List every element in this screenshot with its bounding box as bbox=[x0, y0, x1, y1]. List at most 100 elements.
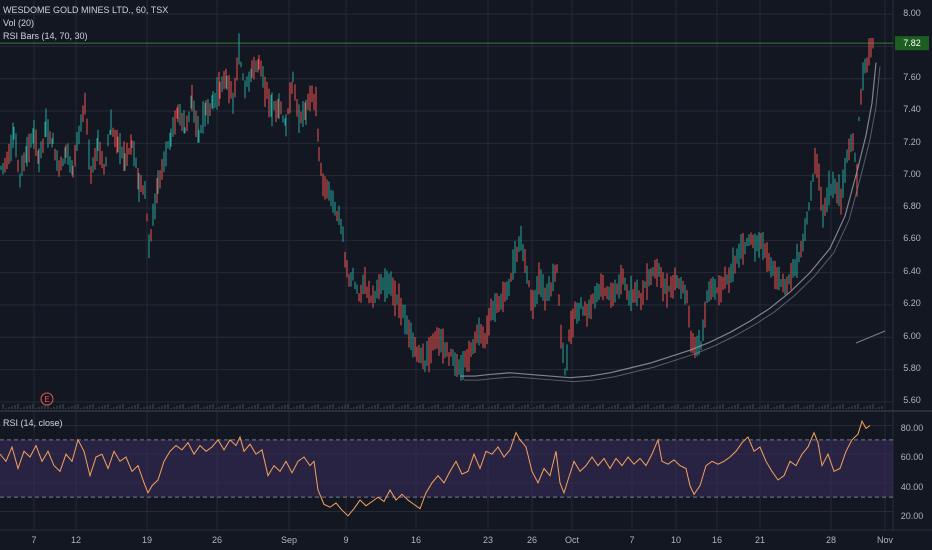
volume-bar bbox=[227, 404, 229, 409]
volume-bar bbox=[701, 406, 703, 409]
rsi-line bbox=[0, 419, 871, 517]
volume-bar bbox=[539, 405, 541, 409]
volume-bar bbox=[29, 405, 31, 409]
volume-bar bbox=[770, 408, 772, 409]
x-tick-label: 26 bbox=[527, 535, 537, 545]
volume-bar bbox=[590, 408, 592, 409]
volume-bar bbox=[446, 406, 448, 409]
price-tick-label: 6.80 bbox=[903, 201, 921, 211]
volume-bar bbox=[752, 404, 754, 409]
volume-bar bbox=[332, 404, 334, 409]
volume-bar bbox=[359, 405, 361, 409]
volume-bar bbox=[161, 406, 163, 409]
volume-bar bbox=[380, 408, 382, 409]
volume-bar bbox=[269, 405, 271, 409]
volume-bar bbox=[740, 408, 742, 409]
volume-bar bbox=[395, 408, 397, 409]
volume-bar bbox=[794, 405, 796, 409]
volume-bar bbox=[722, 404, 724, 409]
volume-bar bbox=[833, 407, 835, 409]
volume-bar bbox=[857, 404, 859, 409]
volume-bar bbox=[266, 406, 268, 409]
volume-bar bbox=[149, 405, 151, 409]
legend-symbol: WESDOME GOLD MINES LTD., 60, TSX bbox=[3, 5, 169, 15]
x-tick-label: 26 bbox=[212, 535, 222, 545]
volume-bar bbox=[629, 405, 631, 409]
volume-bar bbox=[200, 408, 202, 409]
volume-bar bbox=[881, 406, 883, 409]
x-tick-label: 28 bbox=[826, 535, 836, 545]
volume-bar bbox=[146, 406, 148, 409]
volume-bar bbox=[284, 405, 286, 409]
volume-bar bbox=[728, 407, 730, 409]
volume-bar bbox=[371, 406, 373, 409]
volume-bar bbox=[566, 406, 568, 409]
volume-bar bbox=[464, 405, 466, 409]
volume-bar bbox=[14, 405, 16, 409]
x-tick-label: Oct bbox=[565, 535, 580, 545]
volume-bar bbox=[248, 407, 250, 409]
volume-bar bbox=[62, 404, 64, 409]
volume-bar bbox=[554, 405, 556, 409]
price-tick-label: 6.00 bbox=[903, 331, 921, 341]
volume-bar bbox=[506, 406, 508, 409]
price-tick-label: 7.00 bbox=[903, 169, 921, 179]
volume-bar bbox=[716, 406, 718, 409]
volume-bar bbox=[422, 404, 424, 409]
volume-bar bbox=[362, 404, 364, 409]
last-price-label: 7.82 bbox=[903, 38, 921, 48]
volume-bar bbox=[512, 404, 514, 409]
last-price-badge bbox=[895, 36, 929, 51]
volume-bar bbox=[572, 404, 574, 409]
volume-bar bbox=[830, 408, 832, 409]
volume-bar bbox=[326, 406, 328, 409]
volume-bar bbox=[110, 408, 112, 409]
volume-bar bbox=[827, 404, 829, 409]
volume-bar bbox=[650, 408, 652, 409]
volume-bar bbox=[386, 406, 388, 409]
volume-bar bbox=[26, 406, 28, 409]
volume-bar bbox=[278, 407, 280, 409]
volume-bar bbox=[392, 404, 394, 409]
volume-bar bbox=[155, 408, 157, 409]
volume-bar bbox=[296, 406, 298, 409]
volume-bar bbox=[254, 405, 256, 409]
rsi-tick-label: 80.00 bbox=[901, 423, 924, 433]
volume-bar bbox=[509, 405, 511, 409]
volume-bar bbox=[821, 406, 823, 409]
volume-bar bbox=[773, 407, 775, 409]
volume-bar bbox=[503, 407, 505, 409]
volume-bar bbox=[38, 407, 40, 409]
volume-bar bbox=[107, 404, 109, 409]
volume-bar bbox=[374, 405, 376, 409]
volume-bar bbox=[224, 405, 226, 409]
volume-bar bbox=[710, 408, 712, 409]
volume-bar bbox=[206, 406, 208, 409]
volume-bar bbox=[482, 404, 484, 409]
volume-bar bbox=[452, 404, 454, 409]
volume-bar bbox=[641, 406, 643, 409]
volume-bar bbox=[680, 408, 682, 409]
volume-bar bbox=[782, 404, 784, 409]
volume-bar bbox=[389, 405, 391, 409]
volume-bar bbox=[89, 405, 91, 409]
volume-bar bbox=[548, 407, 550, 409]
volume-bar bbox=[470, 408, 472, 409]
volume-bar bbox=[407, 404, 409, 409]
volume-bar bbox=[347, 404, 349, 409]
volume-bar bbox=[467, 404, 469, 409]
volume-bar bbox=[314, 405, 316, 409]
volume-bar bbox=[128, 407, 130, 409]
volume-bar bbox=[731, 406, 733, 409]
volume-bar bbox=[113, 407, 115, 409]
volume-bar bbox=[725, 408, 727, 409]
volume-bar bbox=[350, 408, 352, 409]
volume-bar bbox=[764, 405, 766, 409]
volume-bar bbox=[302, 404, 304, 409]
volume-bar bbox=[98, 407, 100, 409]
volume-bar bbox=[698, 407, 700, 409]
volume-bar bbox=[695, 408, 697, 409]
x-tick-label: 7 bbox=[629, 535, 634, 545]
